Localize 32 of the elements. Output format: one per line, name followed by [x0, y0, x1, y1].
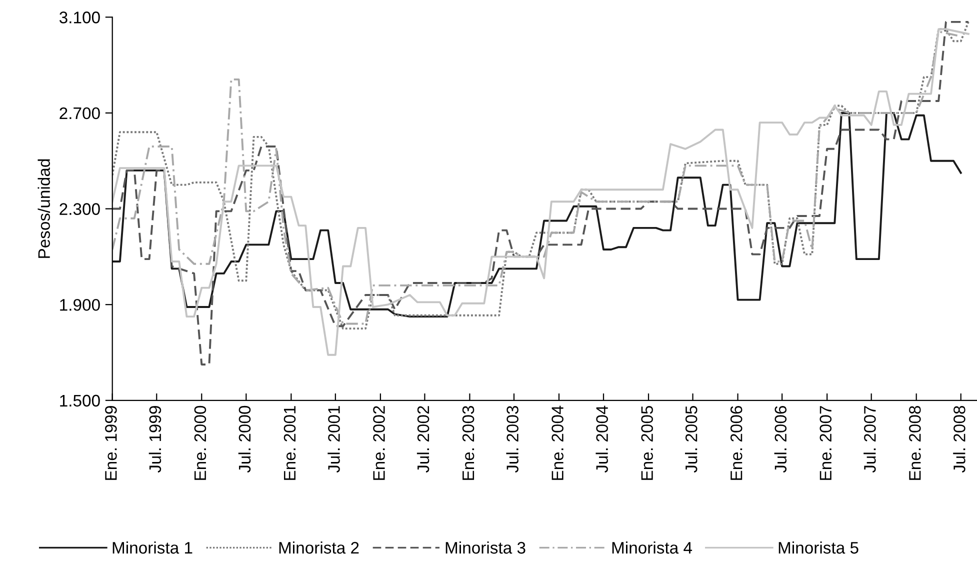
x-tick-label: Jul. 2003 — [506, 406, 518, 473]
legend-label: Minorista 3 — [446, 541, 526, 554]
x-tick-label: Jul. 2000 — [238, 406, 251, 473]
x-tick-label: Ene. 2001 — [284, 406, 296, 480]
x-tick-label: Ene. 2002 — [373, 406, 385, 480]
legend-label: Minorista 2 — [279, 541, 359, 554]
x-tick-label: Ene. 2000 — [194, 406, 206, 480]
x-tick-label: Jul. 2006 — [774, 406, 787, 473]
x-tick-label: Ene. 2006 — [730, 406, 742, 480]
legend-label: Minorista 1 — [112, 541, 192, 554]
y-tick-label: 1.500 — [60, 394, 100, 407]
x-tick-label: Jul. 2005 — [685, 406, 698, 473]
x-tick-label: Ene. 1999 — [105, 406, 117, 480]
line-series — [112, 112, 962, 318]
x-tick-label: Jul. 2007 — [864, 406, 876, 473]
x-tick-label: Jul. 2002 — [416, 406, 430, 473]
x-tick-label: Ene. 2005 — [641, 406, 653, 480]
x-tick-label: Ene. 2008 — [909, 406, 921, 480]
legend-label: Minorista 4 — [612, 541, 692, 554]
x-tick-label: Jul. 2008 — [953, 406, 966, 473]
y-axis-title: Pesos/unidad — [38, 159, 50, 258]
x-tick-label: Jul. 1999 — [148, 406, 162, 473]
y-tick-label: 1.900 — [60, 298, 100, 311]
legend-label: Minorista 5 — [778, 541, 858, 554]
x-tick-label: Jul. 2001 — [328, 406, 340, 473]
x-tick-label: Jul. 2004 — [596, 406, 608, 473]
y-tick-label: 2.300 — [60, 203, 100, 215]
x-tick-label: Ene. 2003 — [462, 406, 474, 480]
y-tick-label: 3.100 — [59, 12, 100, 24]
x-tick-label: Ene. 2004 — [552, 406, 564, 480]
y-tick-label: 2.700 — [60, 107, 100, 120]
x-tick-label: Ene. 2007 — [820, 406, 832, 480]
